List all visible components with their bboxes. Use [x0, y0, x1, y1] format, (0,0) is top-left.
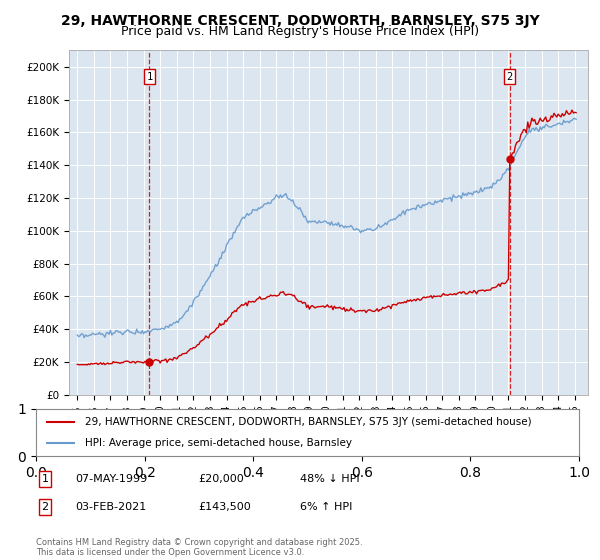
Text: HPI: Average price, semi-detached house, Barnsley: HPI: Average price, semi-detached house,…: [85, 438, 352, 448]
Text: Contains HM Land Registry data © Crown copyright and database right 2025.
This d: Contains HM Land Registry data © Crown c…: [36, 538, 362, 557]
Text: 29, HAWTHORNE CRESCENT, DODWORTH, BARNSLEY, S75 3JY (semi-detached house): 29, HAWTHORNE CRESCENT, DODWORTH, BARNSL…: [85, 417, 532, 427]
Text: 6% ↑ HPI: 6% ↑ HPI: [300, 502, 352, 512]
Text: 1: 1: [146, 72, 152, 82]
Text: £20,000: £20,000: [198, 474, 244, 484]
Text: 1: 1: [41, 474, 49, 484]
Text: £143,500: £143,500: [198, 502, 251, 512]
Text: 48% ↓ HPI: 48% ↓ HPI: [300, 474, 359, 484]
Text: 03-FEB-2021: 03-FEB-2021: [75, 502, 146, 512]
Text: 29, HAWTHORNE CRESCENT, DODWORTH, BARNSLEY, S75 3JY: 29, HAWTHORNE CRESCENT, DODWORTH, BARNSL…: [61, 14, 539, 28]
Text: Price paid vs. HM Land Registry's House Price Index (HPI): Price paid vs. HM Land Registry's House …: [121, 25, 479, 38]
Text: 2: 2: [506, 72, 513, 82]
Text: 07-MAY-1999: 07-MAY-1999: [75, 474, 147, 484]
Text: 2: 2: [41, 502, 49, 512]
